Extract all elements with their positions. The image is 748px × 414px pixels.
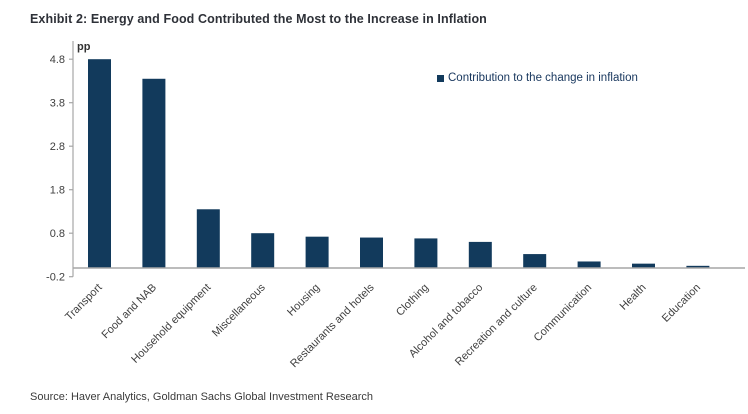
x-category-label: Clothing: [394, 282, 431, 319]
y-axis-unit-label: pp: [77, 41, 91, 53]
legend-label: Contribution to the change in inflation: [448, 72, 638, 84]
y-tick-label: 2.8: [50, 141, 65, 153]
bar: [414, 238, 438, 268]
x-category-label: Communication: [532, 282, 595, 345]
x-category-label: Education: [660, 282, 703, 325]
y-tick-label: 4.8: [50, 54, 65, 66]
x-category-label: Health: [618, 282, 649, 313]
bar: [468, 241, 492, 268]
x-category-label: Transport: [63, 282, 104, 323]
bar: [632, 263, 655, 268]
bar: [88, 59, 111, 269]
bar: [686, 265, 710, 268]
x-category-label: Food and NAB: [100, 282, 160, 342]
y-tick-label: 1.8: [50, 185, 65, 197]
bar: [360, 237, 383, 268]
source-attribution: Source: Haver Analytics, Goldman Sachs G…: [30, 391, 373, 403]
y-tick-label: -0.2: [46, 272, 65, 284]
chart-title: Exhibit 2: Energy and Food Contributed t…: [30, 12, 487, 26]
bar: [305, 236, 329, 268]
legend-square-icon: [437, 74, 444, 82]
bar: [196, 209, 220, 268]
x-category-label: Housing: [285, 282, 322, 319]
x-category-label: Miscellaneous: [210, 281, 268, 339]
bar: [142, 78, 166, 269]
bar: [577, 261, 601, 268]
bar: [523, 254, 547, 268]
chart-legend: Contribution to the change in inflation: [437, 72, 638, 84]
y-tick-label: 0.8: [50, 228, 65, 240]
bar: [251, 233, 275, 268]
y-tick-label: 3.8: [50, 98, 65, 110]
